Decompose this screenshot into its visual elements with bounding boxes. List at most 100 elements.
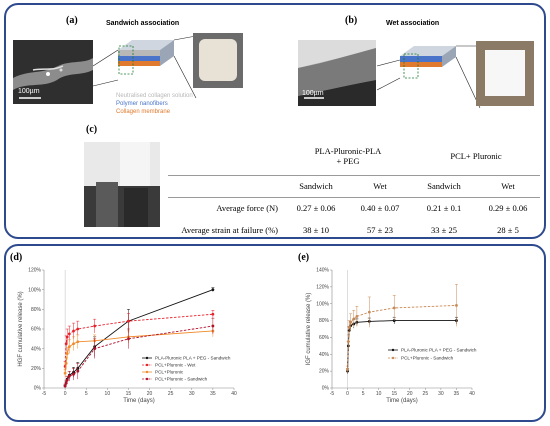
subheader-cell: Wet <box>373 181 387 191</box>
photo-sandwich-sample <box>193 33 243 88</box>
y-tick-label: 100% <box>316 301 329 307</box>
y-tick-label: 140% <box>316 268 329 274</box>
layer-caption-collagen-membrane: Collagen membrane <box>116 109 171 115</box>
x-tick-label: 25 <box>423 391 429 397</box>
x-tick-label: 0 <box>346 391 349 397</box>
connector-line <box>173 35 197 41</box>
sem-image-sandwich <box>13 40 93 104</box>
table-subheader-row: Sandwich Wet Sandwich Wet <box>168 175 540 197</box>
legend-label: PCL+Pluronic - Sandwich <box>155 377 208 382</box>
y-tick-label: 100% <box>28 287 41 293</box>
panel-b-label: (b) <box>345 15 358 26</box>
table-corner <box>168 137 284 175</box>
table-cell: 0.40 ± 0.07 <box>360 203 400 214</box>
chart-igf-release: 0% 20% 40% 60% 80% 100% 120% 140% -5 0 5 10 15 20 25 30… <box>306 268 477 404</box>
x-tick-label: -5 <box>330 391 335 397</box>
table-cell: 57 ± 23 <box>367 225 393 235</box>
table-row: Average force (N) 0.27 ± 0.06 0.40 ± 0.0… <box>168 197 540 219</box>
photo-tensile-tester <box>84 142 160 227</box>
y-tick-label: 60% <box>319 335 330 341</box>
zoom-box <box>118 45 134 75</box>
sample-membrane <box>485 50 525 96</box>
x-tick-label: -5 <box>42 391 47 397</box>
data-point <box>63 371 67 375</box>
data-point <box>72 342 75 346</box>
table-cell: 0.27 ± 0.06 <box>296 203 336 214</box>
connector-line <box>376 59 401 67</box>
layer-top-face <box>400 46 456 56</box>
data-point <box>455 304 458 307</box>
x-tick-label: 5 <box>362 391 365 397</box>
data-point <box>211 312 215 316</box>
data-point <box>76 327 80 331</box>
data-point <box>355 314 359 318</box>
sem-wet-texture <box>298 40 376 106</box>
x-tick-label: 35 <box>454 391 460 397</box>
x-axis-title: Time (days) <box>386 398 417 404</box>
col-group-pcl-line1: PCL+ Pluronic <box>450 150 502 161</box>
data-point <box>347 325 351 329</box>
bottom-panel <box>4 244 546 422</box>
data-point <box>127 319 130 323</box>
data-point <box>64 342 68 346</box>
col-group-pla: PLA-Pluronic-PLA + PEG <box>284 137 412 175</box>
panel-a-label: (a) <box>66 15 78 26</box>
connector-line <box>376 77 401 91</box>
layer-caption-nanofibers: Polymer nanofibers <box>116 101 168 107</box>
connector-line <box>173 55 197 99</box>
data-point <box>346 340 350 344</box>
table-cell: 28 ± 5 <box>497 225 519 235</box>
x-tick-label: 10 <box>105 391 111 397</box>
x-tick-label: 30 <box>438 391 444 397</box>
sem-sandwich-texture <box>13 40 93 104</box>
top-panel <box>4 3 546 239</box>
legend-marker <box>391 348 395 352</box>
y-tick-label: 80% <box>319 318 330 324</box>
y-tick-label: 0% <box>322 386 330 392</box>
data-point <box>67 374 71 378</box>
data-point <box>63 384 67 388</box>
layer-collagen-solution <box>118 50 160 56</box>
x-tick-label: 15 <box>126 391 132 397</box>
series-line <box>347 320 457 372</box>
col-group-pcl: PCL+ Pluronic <box>412 137 540 175</box>
data-point <box>64 362 68 365</box>
subheader-cell: Sandwich <box>299 181 333 191</box>
data-point <box>67 332 71 336</box>
layer-collagen-membrane <box>400 62 442 67</box>
y-tick-label: 40% <box>319 352 330 358</box>
layer-nanofibers <box>400 56 442 62</box>
sem-image-wet <box>298 40 376 106</box>
layer-caption-collagen-solution: Neutralised collagen solution <box>116 93 193 99</box>
row-label: Average strain at failure (%) <box>181 225 278 235</box>
sandwich-layers-diagram <box>92 35 197 99</box>
data-point <box>211 324 215 328</box>
table-cell: 33 ± 25 <box>431 225 457 235</box>
y-tick-label: 120% <box>316 284 329 290</box>
sem-a-scale-label: 100µm <box>18 88 40 95</box>
legend-label: PCL+Pluronic - Wet <box>155 363 196 368</box>
data-point <box>349 320 353 324</box>
data-point <box>352 317 356 321</box>
data-point <box>93 347 97 351</box>
x-tick-label: 10 <box>376 391 382 397</box>
sem-b-scale-label: 100µm <box>302 90 324 97</box>
y-tick-label: 0% <box>34 386 42 392</box>
data-point <box>346 368 349 371</box>
x-tick-label: 40 <box>231 391 237 397</box>
table-cell: 0.21 ± 0.1 <box>426 203 462 214</box>
legend-label: PCL+Pluronic - Sandwich <box>401 356 454 361</box>
data-point <box>64 381 68 385</box>
legend-marker <box>145 370 149 374</box>
table-cell: 38 ± 10 <box>303 225 329 235</box>
layer-nanofibers <box>118 56 160 61</box>
legend-marker <box>391 356 395 360</box>
panel-a-title: Sandwich association <box>106 20 180 27</box>
subheader-cell: Wet <box>501 181 515 191</box>
x-tick-label: 20 <box>407 391 413 397</box>
y-tick-label: 20% <box>31 366 42 372</box>
x-tick-label: 30 <box>189 391 195 397</box>
x-tick-label: 40 <box>469 391 475 397</box>
y-tick-label: 80% <box>31 307 42 313</box>
data-point <box>65 378 69 382</box>
